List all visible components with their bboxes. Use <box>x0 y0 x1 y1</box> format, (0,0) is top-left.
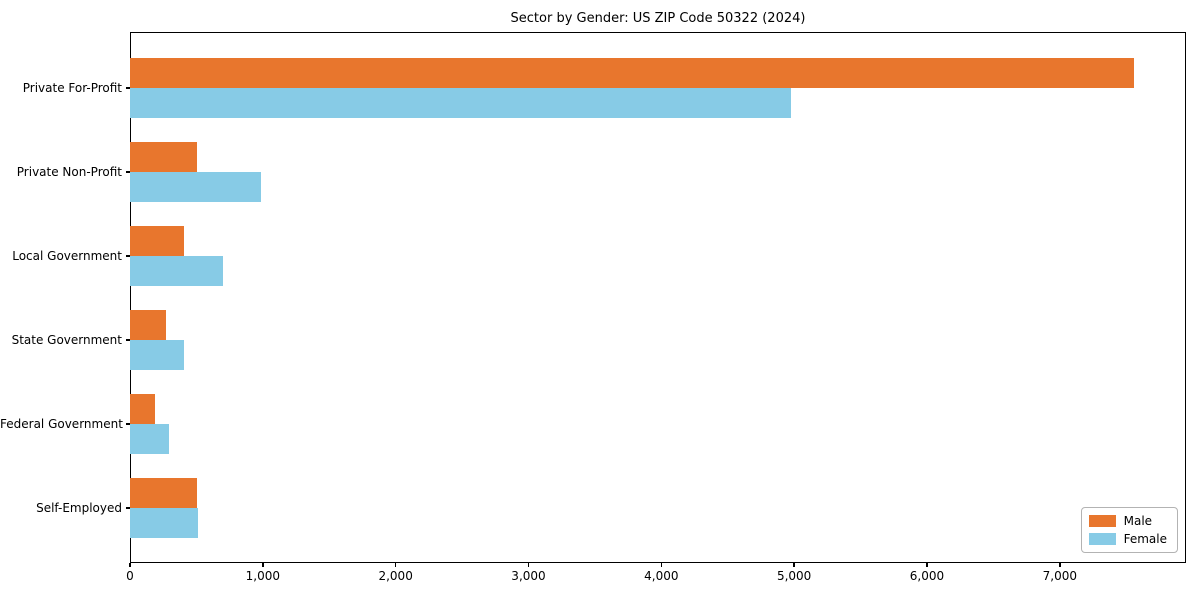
plot-area <box>130 32 1186 563</box>
y-tick-mark <box>126 255 130 257</box>
x-tick-label-4000: 4,000 <box>644 569 679 583</box>
bar-male-self-employed <box>130 478 198 508</box>
x-tick-label-6000: 6,000 <box>909 569 945 583</box>
legend-label-female: Female <box>1123 532 1167 546</box>
x-tick-mark <box>660 563 663 567</box>
y-axis-label-private-non-profit: Private Non-Profit <box>16 165 122 179</box>
y-tick-mark <box>126 507 130 509</box>
x-tick-label-0: 0 <box>126 569 134 583</box>
bar-female-local-government <box>130 256 223 286</box>
legend-item-female: Female <box>1088 532 1167 546</box>
y-tick-mark <box>126 339 130 341</box>
x-tick-label-5000: 5,000 <box>776 569 812 583</box>
y-axis-label-private-for-profit: Private For-Profit <box>22 81 122 95</box>
legend-label-male: Male <box>1123 514 1153 528</box>
x-tick-label-2000: 2,000 <box>378 569 413 583</box>
x-tick-label-3000: 3,000 <box>511 569 546 583</box>
x-tick-mark <box>793 563 795 567</box>
bar-female-private-non-profit <box>130 172 261 202</box>
legend-swatch-male <box>1088 515 1116 527</box>
y-axis-label-self-employed: Self-Employed <box>36 501 122 515</box>
bar-male-private-non-profit <box>130 142 198 172</box>
legend-swatch-female <box>1088 533 1116 545</box>
bar-female-self-employed <box>130 508 198 538</box>
y-tick-mark <box>126 171 130 173</box>
x-tick-label-1000: 1,000 <box>245 569 281 583</box>
bar-male-federal-government <box>130 394 155 424</box>
bar-male-private-for-profit <box>130 58 1135 88</box>
x-tick-mark <box>926 563 928 567</box>
legend-item-male: Male <box>1088 514 1167 528</box>
x-tick-mark <box>527 563 530 567</box>
bar-male-local-government <box>130 226 185 256</box>
y-axis-label-local-government: Local Government <box>12 249 122 263</box>
x-tick-mark <box>394 563 397 567</box>
bar-female-federal-government <box>130 424 169 454</box>
y-axis-label-federal-government: Federal Government <box>0 417 123 431</box>
y-axis-label-state-government: State Government <box>11 333 122 347</box>
x-tick-mark <box>129 563 131 567</box>
bar-female-private-for-profit <box>130 88 792 118</box>
legend: Male Female <box>1080 507 1178 553</box>
x-tick-mark <box>1059 563 1061 567</box>
chart-title: Sector by Gender: US ZIP Code 50322 (202… <box>510 11 806 26</box>
bar-female-state-government <box>130 340 184 370</box>
y-tick-mark <box>126 423 130 425</box>
bar-male-state-government <box>130 310 166 340</box>
y-tick-mark <box>126 87 130 89</box>
x-tick-mark <box>262 563 264 567</box>
x-tick-label-7000: 7,000 <box>1042 569 1077 583</box>
